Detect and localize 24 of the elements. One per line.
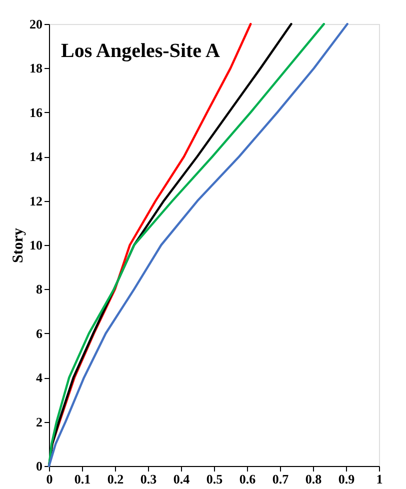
y-tick-label: 4 — [36, 370, 43, 386]
x-tick-label: 1 — [376, 472, 383, 486]
x-tick-label: 0.9 — [338, 472, 356, 486]
x-tick-label: 0.5 — [206, 472, 224, 486]
x-tick-label: 0 — [46, 472, 53, 486]
y-tick-label: 18 — [30, 60, 43, 76]
x-tick-label: 0.4 — [173, 472, 190, 486]
y-tick-label: 2 — [36, 414, 42, 430]
y-tick-label: 8 — [36, 282, 43, 297]
y-tick-label: 20 — [30, 16, 42, 32]
x-tick-label: 0.1 — [74, 472, 91, 486]
y-tick-label: 16 — [30, 104, 43, 120]
y-tick-label: 10 — [30, 238, 42, 252]
x-tick-label: 0.2 — [107, 472, 124, 486]
text: Los Angeles-Site A — [61, 40, 220, 62]
x-tick-label: 0.6 — [239, 472, 256, 486]
y-tick-label: 6 — [36, 326, 43, 341]
y-axis-title: Story — [10, 228, 26, 263]
x-tick-label: 0.8 — [305, 472, 322, 486]
x-tick-label: 0.7 — [272, 472, 290, 486]
x-tick-label: 0.3 — [140, 472, 158, 486]
y-tick-label: 12 — [30, 193, 42, 208]
y-tick-label: 14 — [30, 149, 43, 164]
y-tick-label: 0 — [36, 458, 42, 474]
